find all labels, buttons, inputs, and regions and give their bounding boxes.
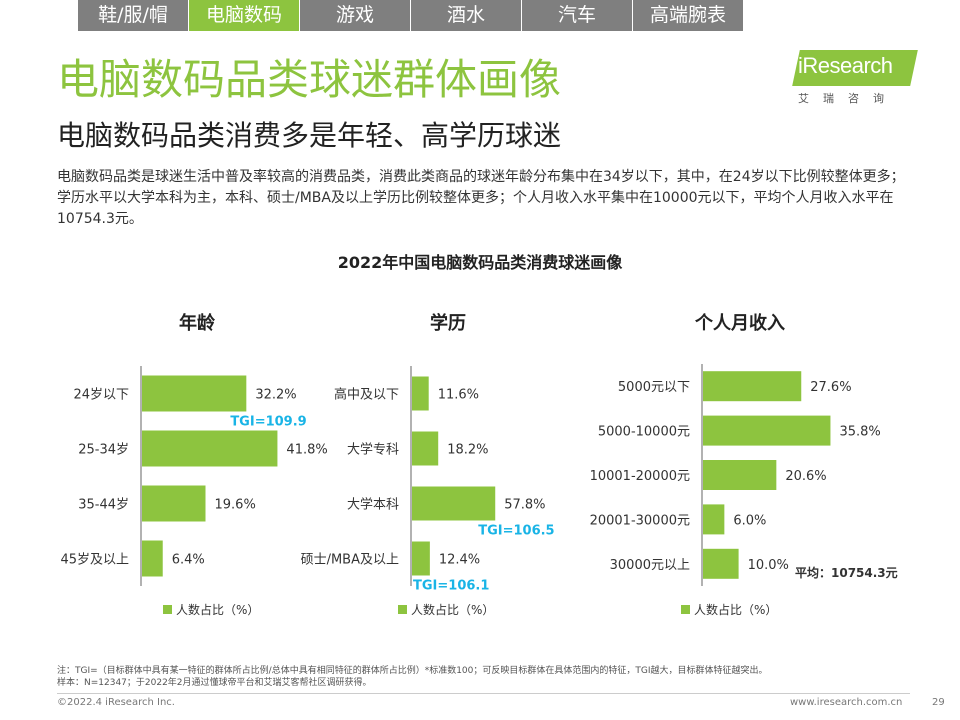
category-label: 30000元以上: [610, 558, 690, 573]
category-label: 24岁以下: [73, 388, 129, 403]
value-label: 57.8%: [504, 498, 545, 513]
tgi-label: TGI=106.1: [413, 579, 489, 594]
tgi-label: TGI=109.9: [230, 415, 306, 430]
page-subtitle: 电脑数码品类消费多是年轻、高学历球迷: [57, 119, 562, 152]
panel-title-age: 年龄: [179, 313, 215, 334]
page-title: 电脑数码品类球迷群体画像: [57, 55, 562, 104]
tab-games[interactable]: 游戏: [300, 0, 410, 31]
value-label: 18.2%: [447, 443, 488, 458]
bar: [703, 460, 777, 490]
category-label: 5000元以下: [618, 380, 690, 395]
tab-shoes-clothes-hats[interactable]: 鞋/服/帽: [78, 0, 188, 31]
bar: [703, 504, 725, 535]
bar: [703, 371, 802, 402]
category-label: 大学专科: [347, 442, 399, 458]
iresearch-logo: iResearch 艾瑞咨询: [786, 50, 918, 110]
bar: [412, 431, 439, 466]
footer-divider: [57, 693, 910, 694]
copyright: ©2022.4 iResearch Inc.: [57, 697, 175, 708]
value-label: 19.6%: [215, 498, 256, 513]
bar: [412, 376, 429, 411]
logo-text: iResearch: [798, 53, 893, 78]
panel-title-income: 个人月收入: [695, 313, 785, 334]
legend-swatch: [163, 605, 172, 614]
value-label: 41.8%: [286, 443, 327, 458]
bar: [142, 430, 278, 467]
value-label: 20.6%: [785, 469, 826, 484]
category-label: 10001-20000元: [590, 469, 690, 484]
footnote: 注：TGI=（目标群体中具有某一特征的群体所占比例/总体中具有相同特征的群体所占…: [57, 665, 768, 689]
category-label: 35-44岁: [78, 498, 129, 513]
website-url: www.iresearch.com.cn: [790, 697, 903, 708]
bar: [703, 548, 739, 579]
value-label: 10.0%: [748, 558, 789, 573]
legend-swatch: [398, 605, 407, 614]
legend-education: 人数占比（%）: [398, 601, 494, 618]
value-label: 12.4%: [439, 553, 480, 568]
tab-luxury-watches[interactable]: 高端腕表: [633, 0, 743, 31]
footnote-sample: 样本：N=12347；于2022年2月通过懂球帝平台和艾瑞艾客帮社区调研获得。: [57, 678, 372, 688]
category-tabs: 鞋/服/帽 电脑数码 游戏 酒水 汽车 高端腕表: [78, 0, 744, 31]
legend-label: 人数占比（%）: [694, 603, 778, 617]
page-number: 29: [932, 697, 945, 708]
bar: [412, 486, 496, 521]
tgi-label: TGI=106.5: [478, 524, 554, 539]
bar: [142, 375, 247, 412]
legend-label: 人数占比（%）: [411, 603, 495, 617]
category-label: 20001-30000元: [590, 513, 690, 528]
value-label: 32.2%: [255, 388, 296, 403]
value-label: 35.8%: [839, 425, 880, 440]
chart-title: 2022年中国电脑数码品类消费球迷画像: [337, 253, 623, 272]
logo-subtext: 艾瑞咨询: [798, 92, 898, 105]
value-label: 11.6%: [438, 388, 479, 403]
value-label: 6.4%: [172, 553, 205, 568]
legend-swatch: [681, 605, 690, 614]
category-label: 5000-10000元: [598, 425, 690, 440]
legend-label: 人数占比（%）: [176, 603, 260, 617]
bar: [703, 415, 831, 446]
bar: [142, 540, 163, 577]
tab-cars[interactable]: 汽车: [522, 0, 632, 31]
tab-computer-digital[interactable]: 电脑数码: [189, 0, 299, 31]
category-label: 高中及以下: [334, 387, 399, 403]
value-label: 27.6%: [810, 380, 851, 395]
legend-age: 人数占比（%）: [163, 601, 259, 618]
category-label: 45岁及以上: [60, 553, 129, 568]
tab-liquor[interactable]: 酒水: [411, 0, 521, 31]
bar: [142, 485, 206, 522]
legend-income: 人数占比（%）: [681, 601, 777, 618]
category-label: 硕士/MBA及以上: [301, 553, 399, 568]
category-label: 大学本科: [347, 497, 399, 513]
description-paragraph: 电脑数码品类是球迷生活中普及率较高的消费品类，消费此类商品的球迷年龄分布集中在3…: [57, 169, 905, 227]
average-income-label: 平均：10754.3元: [795, 566, 898, 580]
panel-title-education: 学历: [430, 313, 466, 334]
value-label: 6.0%: [733, 513, 766, 528]
bar: [412, 541, 430, 576]
footnote-tgi: 注：TGI=（目标群体中具有某一特征的群体所占比例/总体中具有相同特征的群体所占…: [57, 666, 768, 676]
category-label: 25-34岁: [78, 443, 129, 458]
